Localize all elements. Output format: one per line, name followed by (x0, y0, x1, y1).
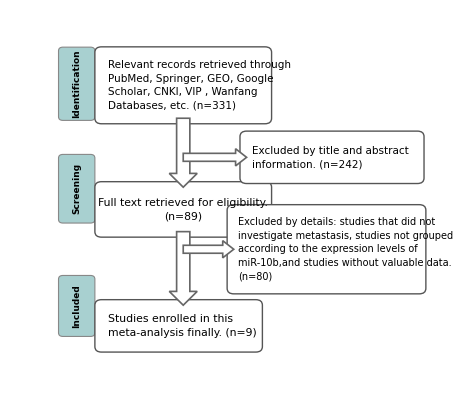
Text: Identification: Identification (72, 49, 81, 118)
FancyBboxPatch shape (58, 154, 95, 223)
Text: Excluded by details: studies that did not
investigate metastasis, studies not gr: Excluded by details: studies that did no… (238, 217, 453, 281)
FancyBboxPatch shape (95, 181, 272, 237)
FancyBboxPatch shape (95, 47, 272, 124)
Text: Excluded by title and abstract
information. (n=242): Excluded by title and abstract informati… (252, 146, 409, 169)
FancyBboxPatch shape (95, 300, 263, 352)
FancyBboxPatch shape (227, 205, 426, 294)
Text: Screening: Screening (72, 163, 81, 214)
Polygon shape (183, 149, 246, 166)
Text: Included: Included (72, 284, 81, 328)
FancyBboxPatch shape (240, 131, 424, 183)
FancyBboxPatch shape (58, 275, 95, 336)
Polygon shape (183, 241, 234, 258)
Polygon shape (169, 118, 197, 187)
Text: Relevant records retrieved through
PubMed, Springer, GEO, Google
Scholar, CNKI, : Relevant records retrieved through PubMe… (108, 60, 291, 111)
FancyBboxPatch shape (58, 47, 95, 120)
Text: Full text retrieved for eligibility.
(n=89): Full text retrieved for eligibility. (n=… (98, 198, 268, 221)
Text: Studies enrolled in this
meta-analysis finally. (n=9): Studies enrolled in this meta-analysis f… (108, 314, 257, 338)
Polygon shape (169, 232, 197, 305)
